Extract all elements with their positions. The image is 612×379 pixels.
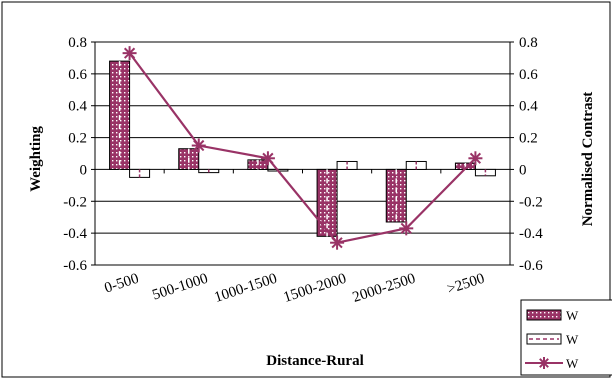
line-point bbox=[260, 151, 275, 166]
marker-stroke bbox=[469, 152, 482, 164]
legend-swatch bbox=[526, 309, 562, 321]
y2-tick-label: -0.6 bbox=[519, 258, 543, 274]
y-tick-label: -0.6 bbox=[63, 258, 87, 274]
y2-tick-label: -0.2 bbox=[519, 194, 543, 210]
y-tick-label: 0 bbox=[80, 162, 88, 178]
y2-tick-label: 0.8 bbox=[519, 35, 538, 51]
y2-tick-label: 0 bbox=[519, 162, 527, 178]
legend-label: W bbox=[566, 332, 579, 347]
marker-stroke bbox=[331, 237, 343, 249]
y-tick-label: -0.4 bbox=[63, 226, 87, 242]
line-point bbox=[468, 151, 483, 166]
y2-tick-label: 0.4 bbox=[519, 99, 538, 115]
x-axis-title: Distance-Rural bbox=[266, 353, 364, 369]
marker-stroke bbox=[400, 222, 412, 234]
line-point bbox=[399, 221, 414, 236]
legend-label: W bbox=[566, 308, 579, 323]
line-point bbox=[122, 46, 137, 61]
bar bbox=[385, 168, 407, 223]
y-tick-label: -0.2 bbox=[63, 194, 87, 210]
marker-stroke bbox=[193, 139, 205, 152]
y-tick-label: 0.6 bbox=[68, 67, 87, 83]
y2-tick-label: 0.6 bbox=[519, 67, 538, 83]
y-tick-label: 0.4 bbox=[68, 99, 87, 115]
line-point bbox=[330, 235, 345, 250]
marker-stroke bbox=[539, 358, 549, 368]
legend: WWW bbox=[520, 299, 612, 376]
marker-stroke bbox=[262, 152, 274, 164]
y2-axis-title: Normalised Contrast bbox=[580, 92, 596, 227]
y2-tick-label: 0.2 bbox=[519, 131, 538, 147]
marker-stroke bbox=[123, 47, 136, 59]
y-tick-label: 0.2 bbox=[68, 131, 87, 147]
line-point bbox=[191, 138, 206, 153]
y-tick-label: 0.8 bbox=[68, 35, 87, 51]
line-series bbox=[128, 52, 477, 244]
y2-tick-label: -0.4 bbox=[519, 226, 543, 242]
legend-label: W bbox=[566, 356, 579, 371]
legend-marker bbox=[538, 357, 550, 369]
y-axis-title: Weighting bbox=[28, 126, 44, 192]
